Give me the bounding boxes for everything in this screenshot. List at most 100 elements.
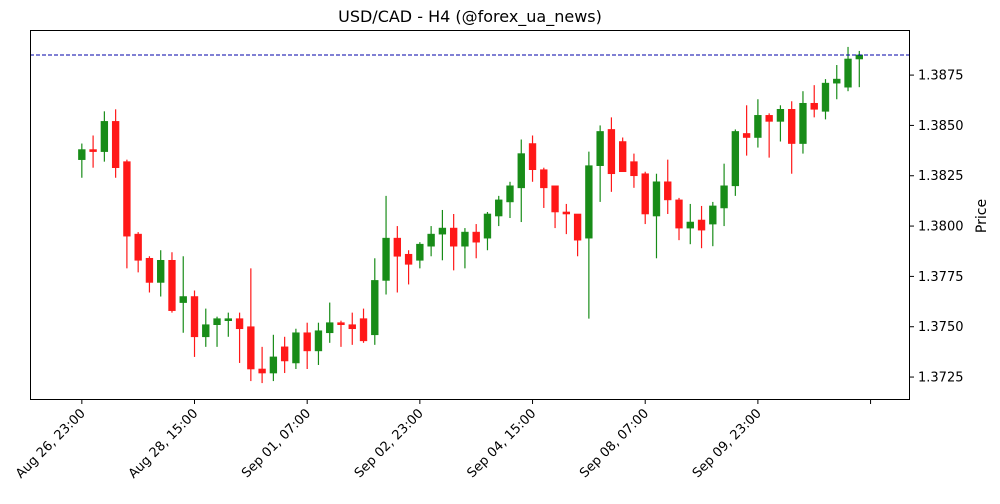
candle-body (720, 185, 728, 209)
candle-body (461, 231, 469, 247)
y-axis: 1.3725 1.3750 1.3775 1.3800 1.3825 1.3850 1.38… (910, 69, 964, 386)
candle-body (675, 199, 683, 229)
candle (573, 213, 582, 257)
candle-body (562, 211, 571, 215)
candle (630, 153, 638, 188)
candle-body (202, 324, 210, 338)
candle (337, 320, 345, 347)
candle (799, 91, 807, 154)
candle (562, 203, 571, 235)
candle-body (179, 296, 187, 303)
candle-body (303, 332, 311, 352)
y-tick-label: 1.3875 (918, 69, 964, 84)
candle-body (145, 257, 154, 283)
candle-body (157, 259, 165, 283)
candle-body (573, 213, 582, 241)
y-tick-label: 1.3825 (918, 169, 964, 184)
candle-body (427, 233, 435, 247)
candle-body (540, 169, 548, 189)
candle (528, 135, 537, 182)
axes-frame (30, 30, 910, 400)
candle (551, 185, 559, 229)
candle-body (449, 227, 458, 247)
candle (213, 316, 221, 347)
candle (326, 302, 334, 343)
candle-body (269, 356, 278, 374)
candle-body (844, 58, 852, 88)
candle-body (517, 153, 525, 189)
candle (495, 195, 503, 227)
candle-body (810, 102, 818, 110)
x-tick-label: Sep 09, 23:00 (690, 406, 765, 481)
candle (540, 167, 548, 208)
chart-title: USD/CAD - H4 (@forex_ua_news) (338, 7, 602, 27)
candle-body (799, 102, 807, 144)
candle (855, 50, 863, 88)
candle-body (641, 173, 649, 215)
candle-body (168, 259, 176, 311)
candle-body (652, 181, 661, 217)
candle-body (776, 109, 785, 122)
x-tick-label: Sep 08, 07:00 (577, 406, 652, 481)
candle-body (280, 346, 289, 362)
candle-body (495, 199, 503, 217)
candle-body (754, 115, 762, 138)
candle-body (528, 143, 537, 171)
candle (123, 159, 131, 269)
candle (776, 105, 785, 142)
candle-body (551, 185, 559, 213)
candle-body (258, 368, 266, 374)
candle (269, 334, 278, 382)
candle (472, 224, 480, 259)
candle-body (472, 231, 480, 243)
candle-body (190, 296, 199, 338)
candle (765, 113, 773, 158)
y-tick-label: 1.3725 (918, 371, 964, 386)
candle-body (371, 280, 379, 336)
candle-body (833, 78, 841, 84)
candle-body (235, 318, 244, 330)
candle (371, 258, 379, 345)
candle (404, 250, 413, 285)
candle (731, 129, 740, 196)
candle-body (630, 161, 638, 177)
x-axis: Aug 26, 23:00 Aug 28, 15:00 Sep 01, 07:00 S… (13, 400, 872, 482)
candle (145, 256, 154, 293)
candle (754, 99, 762, 148)
candle-body (416, 243, 424, 261)
candle-body (123, 161, 131, 237)
x-tick-label: Sep 02, 23:00 (352, 406, 427, 481)
candle (833, 65, 841, 100)
candle-body (483, 213, 492, 239)
candle (100, 111, 109, 162)
candle (89, 135, 97, 168)
candle-body (855, 54, 863, 60)
candle (618, 137, 627, 173)
candle-body (686, 221, 694, 229)
candle (179, 256, 187, 333)
candle (697, 205, 706, 249)
candle (247, 268, 255, 382)
candle-body (314, 330, 323, 352)
candle-body (382, 237, 390, 281)
candle (348, 312, 356, 345)
plot-area (30, 46, 910, 384)
candle (314, 322, 323, 365)
candle (416, 242, 424, 269)
candle (844, 46, 852, 92)
candle-body (607, 129, 616, 175)
candle-body (359, 318, 368, 342)
y-tick-label: 1.3775 (918, 270, 964, 285)
candle (292, 328, 300, 369)
candle-body (618, 141, 627, 173)
candle (742, 105, 751, 156)
candle-body (765, 115, 773, 122)
candle (517, 139, 525, 223)
candle (280, 336, 289, 374)
x-tick-label: Sep 01, 07:00 (239, 406, 314, 481)
candle (596, 125, 604, 202)
candle-body (664, 181, 672, 201)
candle-body (438, 227, 447, 235)
y-tick-label: 1.3800 (918, 220, 964, 235)
candle (461, 228, 469, 269)
